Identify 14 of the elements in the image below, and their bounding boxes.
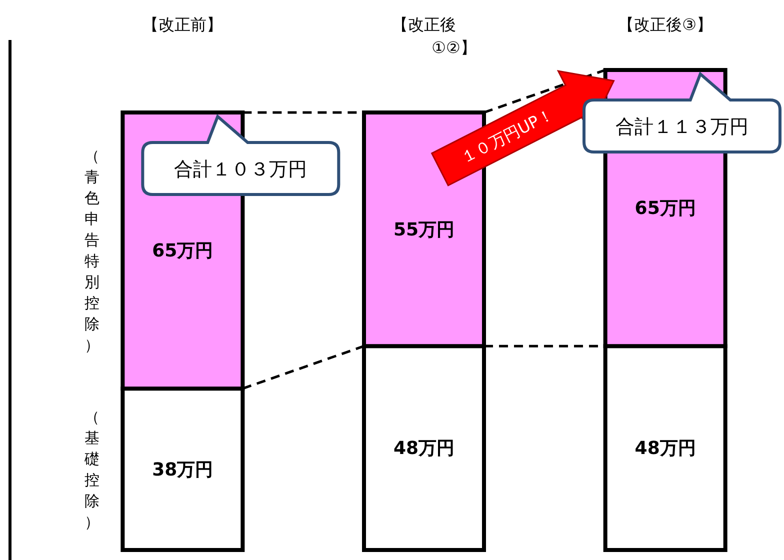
data-label: 48万円 bbox=[634, 438, 696, 460]
annotation: 合計１０３万円 bbox=[174, 158, 308, 180]
data-label: 55万円 bbox=[393, 219, 455, 240]
x-tick-label: 【改正後 ①②】 bbox=[392, 15, 476, 57]
x-tick-label: 【改正後③】 bbox=[618, 15, 713, 34]
data-label: 65万円 bbox=[634, 198, 696, 220]
data-label: 38万円 bbox=[152, 459, 214, 480]
annotation: １０万円UP！ bbox=[458, 104, 557, 168]
text: （青色申告特別控除） bbox=[84, 147, 100, 354]
annotation: 合計１１３万円 bbox=[616, 116, 748, 138]
series-label: （基礎控除） bbox=[84, 408, 100, 531]
data-label: 48万円 bbox=[393, 438, 455, 460]
x-tick-label: 【改正前】 bbox=[142, 15, 223, 34]
data-label: 65万円 bbox=[152, 240, 214, 262]
